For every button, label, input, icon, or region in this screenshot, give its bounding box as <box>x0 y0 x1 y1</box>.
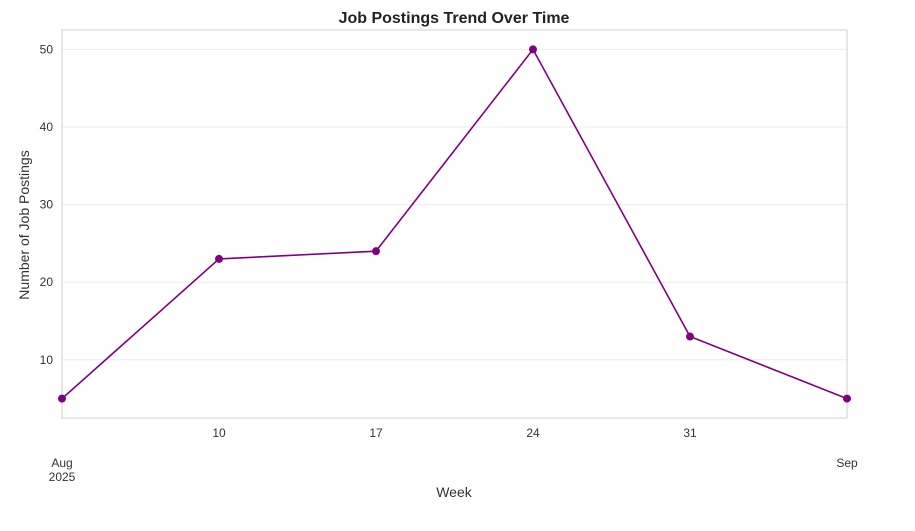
y-tick-label: 30 <box>40 198 54 212</box>
x-axis-label: Week <box>436 484 473 500</box>
x-tick-label: Sep <box>836 456 858 470</box>
x-tick-label: Aug <box>51 456 72 470</box>
data-point <box>215 254 223 263</box>
y-tick-label: 20 <box>40 275 54 289</box>
data-point <box>372 247 380 256</box>
data-point <box>529 45 537 54</box>
y-tick-label: 50 <box>40 42 54 56</box>
series-line <box>61 47 848 400</box>
y-axis-label: Number of Job Postings <box>16 150 32 299</box>
x-tick-label: 17 <box>369 426 383 440</box>
data-point <box>843 394 851 403</box>
x-tick-label: 24 <box>526 426 540 440</box>
y-axis: 10 20 30 40 50 <box>40 42 54 366</box>
x-tick-label: 31 <box>683 426 697 440</box>
x-axis: Aug 10 17 24 31 Sep 2025 <box>49 426 858 484</box>
series-group <box>58 45 851 403</box>
data-point <box>686 332 694 341</box>
data-point <box>58 394 66 403</box>
chart-title: Job Postings Trend Over Time <box>339 10 570 27</box>
x-tick-label: 10 <box>212 426 226 440</box>
grid <box>62 48 847 361</box>
x-tick-sublabel: 2025 <box>49 470 76 484</box>
y-tick-label: 40 <box>40 120 54 134</box>
plot-frame <box>61 29 848 419</box>
y-tick-label: 10 <box>40 353 54 367</box>
